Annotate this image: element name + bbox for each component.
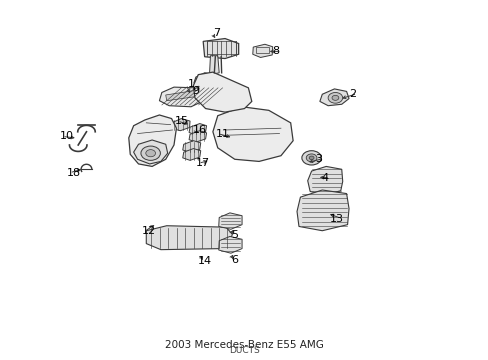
Circle shape: [145, 150, 155, 157]
Circle shape: [308, 156, 313, 159]
Circle shape: [305, 154, 316, 162]
Polygon shape: [307, 166, 342, 195]
Polygon shape: [128, 115, 176, 166]
Text: 3: 3: [314, 154, 321, 163]
Text: 7: 7: [213, 28, 220, 38]
Polygon shape: [212, 107, 292, 161]
Polygon shape: [133, 140, 167, 164]
Polygon shape: [218, 213, 242, 229]
Polygon shape: [194, 73, 222, 91]
Polygon shape: [159, 87, 203, 107]
Polygon shape: [183, 141, 201, 153]
Text: 8: 8: [272, 46, 279, 57]
Polygon shape: [183, 149, 201, 160]
Text: 1: 1: [187, 79, 194, 89]
Polygon shape: [193, 72, 251, 112]
Text: DUCTS: DUCTS: [229, 346, 259, 355]
Polygon shape: [146, 226, 232, 249]
Text: 17: 17: [196, 158, 210, 168]
Text: 10: 10: [60, 131, 74, 141]
Text: 6: 6: [231, 255, 238, 265]
Polygon shape: [165, 90, 200, 101]
Polygon shape: [296, 190, 348, 231]
Text: 9: 9: [192, 86, 199, 96]
Circle shape: [301, 151, 321, 165]
Polygon shape: [218, 237, 242, 253]
Polygon shape: [189, 131, 206, 142]
Polygon shape: [203, 39, 238, 59]
Circle shape: [141, 146, 160, 160]
Text: 12: 12: [142, 226, 156, 237]
Text: 5: 5: [231, 230, 238, 240]
Polygon shape: [319, 89, 348, 106]
Text: 14: 14: [197, 256, 211, 266]
Text: 11: 11: [215, 129, 229, 139]
Polygon shape: [209, 56, 219, 75]
Text: 16: 16: [192, 125, 206, 135]
Circle shape: [327, 93, 342, 103]
Text: 2003 Mercedes-Benz E55 AMG: 2003 Mercedes-Benz E55 AMG: [165, 340, 323, 350]
Text: 2: 2: [348, 89, 355, 99]
Polygon shape: [171, 118, 190, 131]
Text: 4: 4: [321, 173, 328, 183]
Circle shape: [331, 95, 338, 100]
Polygon shape: [252, 44, 272, 58]
Text: 15: 15: [175, 116, 189, 126]
Text: 13: 13: [329, 213, 343, 224]
Text: 18: 18: [67, 168, 81, 178]
Polygon shape: [189, 123, 206, 135]
